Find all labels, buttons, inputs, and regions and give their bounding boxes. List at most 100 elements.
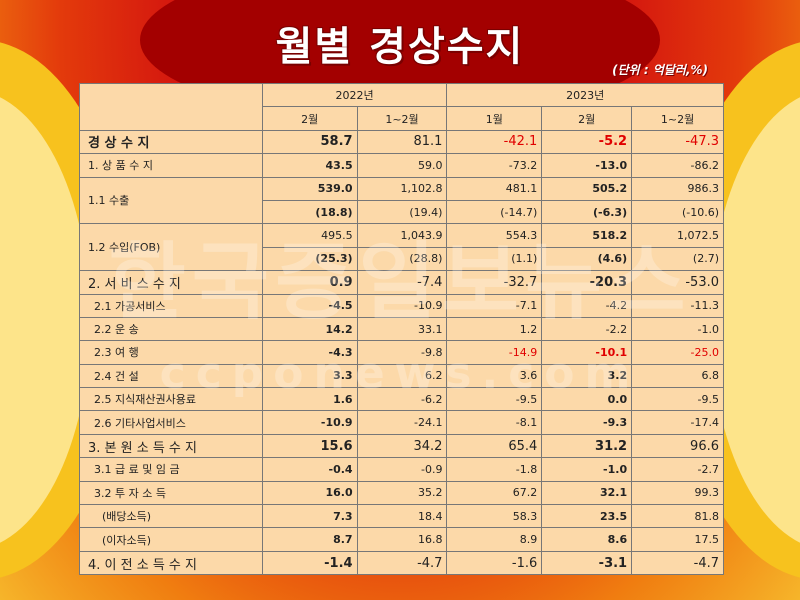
cell: -47.3	[631, 129, 724, 155]
cell: 16.0	[261, 480, 358, 506]
cell: 99.3	[631, 480, 724, 506]
cell: -4.7	[631, 550, 724, 576]
cell: -4.2	[541, 293, 633, 318]
cell: 96.6	[631, 433, 724, 459]
row-label: 2.5 지식재산권사용료	[79, 387, 263, 412]
header-2022: 2022년	[261, 82, 448, 108]
cell: -2.2	[541, 316, 633, 342]
table-row: 2.6 기타사업서비스 -10.9 -24.1 -8.1 -9.3 -17.4	[79, 410, 724, 435]
header-col: 1월	[446, 106, 543, 131]
header-col: 2월	[541, 106, 633, 131]
cell: -10.1	[541, 340, 633, 365]
cell: 35.2	[356, 480, 448, 506]
cell: 65.4	[446, 433, 543, 459]
cell: 31.2	[541, 433, 633, 459]
cell: 554.3	[446, 223, 543, 248]
cell: -25.0	[631, 340, 724, 365]
cell: -32.7	[446, 270, 543, 295]
table-row: 3.2 투 자 소 득 16.0 35.2 67.2 32.1 99.3	[79, 480, 724, 506]
row-label: (이자소득)	[79, 527, 263, 552]
cell: -1.6	[446, 550, 543, 576]
cell: 32.1	[541, 480, 633, 506]
table-row: (배당소득) 7.3 18.4 58.3 23.5 81.8	[79, 504, 724, 529]
row-label: 4. 이 전 소 득 수 지	[79, 550, 263, 576]
cell: -1.0	[631, 316, 724, 342]
row-label: 1.2 수입(FOB)	[79, 223, 263, 272]
cell: (-6.3)	[541, 199, 633, 225]
header-col: 2월	[261, 106, 358, 131]
cell: -9.5	[446, 387, 543, 412]
header-col: 1~2월	[631, 106, 724, 131]
table-row: 2. 서 비 스 수 지 0.9 -7.4 -32.7 -20.3 -53.0	[79, 270, 724, 295]
cell: -53.0	[631, 270, 724, 295]
cell: 16.8	[356, 527, 448, 552]
cell: -2.7	[631, 457, 724, 482]
table-row: 2.1 가공서비스 -4.5 -10.9 -7.1 -4.2 -11.3	[79, 293, 724, 318]
cell: (1.1)	[446, 246, 543, 272]
cell: 34.2	[356, 433, 448, 459]
cell: (-14.7)	[446, 199, 543, 225]
row-label: 2.4 건 설	[79, 363, 263, 389]
cell: 1.6	[261, 387, 358, 412]
cell: 58.7	[261, 129, 358, 155]
cell: -1.4	[261, 550, 358, 576]
cell: -7.1	[446, 293, 543, 318]
cell: -5.2	[541, 129, 633, 155]
header-corner	[79, 83, 263, 131]
current-account-table: 2022년 2023년 2월 1~2월 1월 2월 1~2월 경 상 수 지 5…	[79, 82, 724, 576]
unit-label: (단위 : 억달러,%)	[612, 63, 708, 77]
table-row: 3.1 급 료 및 임 금 -0.4 -0.9 -1.8 -1.0 -2.7	[79, 457, 724, 482]
row-label: (배당소득)	[79, 504, 263, 529]
row-label: 2.1 가공서비스	[79, 293, 263, 318]
cell: 8.6	[541, 527, 633, 552]
row-label: 3. 본 원 소 득 수 지	[79, 433, 263, 459]
table-row: 2.3 여 행 -4.3 -9.8 -14.9 -10.1 -25.0	[79, 340, 724, 365]
cell: 81.1	[356, 129, 448, 155]
row-label: 3.2 투 자 소 득	[79, 480, 263, 506]
header-2023: 2023년	[446, 82, 724, 108]
cell: -13.0	[541, 153, 633, 178]
cell: 58.3	[446, 504, 543, 529]
cell: -0.9	[356, 457, 448, 482]
table-row: (이자소득) 8.7 16.8 8.9 8.6 17.5	[79, 527, 724, 552]
cell: -3.1	[541, 550, 633, 576]
cell: (4.6)	[541, 246, 633, 272]
cell: 1,072.5	[631, 223, 724, 248]
cell: -1.8	[446, 457, 543, 482]
table-row: 2.2 운 송 14.2 33.1 1.2 -2.2 -1.0	[79, 316, 724, 342]
row-label: 경 상 수 지	[79, 129, 263, 155]
cell: 8.9	[446, 527, 543, 552]
cell: 18.4	[356, 504, 448, 529]
cell: 505.2	[541, 176, 633, 201]
table-row-sub: (25.3) (28.8) (1.1) (4.6) (2.7)	[80, 246, 724, 272]
row-label: 2. 서 비 스 수 지	[79, 270, 263, 295]
cell: -17.4	[631, 410, 724, 435]
cell: 0.9	[261, 270, 358, 295]
cell: 33.1	[356, 316, 448, 342]
table-row: 4. 이 전 소 득 수 지 -1.4 -4.7 -1.6 -3.1 -4.7	[79, 550, 724, 576]
row-label: 2.3 여 행	[79, 340, 263, 365]
cell: 986.3	[631, 176, 724, 201]
cell: (-10.6)	[631, 199, 724, 225]
cell: 1,102.8	[356, 176, 448, 201]
cell: -10.9	[356, 293, 448, 318]
cell: 8.7	[261, 527, 358, 552]
header-row-months: 2월 1~2월 1월 2월 1~2월	[80, 106, 724, 131]
cell: 43.5	[261, 153, 358, 178]
cell: 81.8	[631, 504, 724, 529]
row-label: 1.1 수출	[79, 176, 263, 225]
cell: 7.3	[261, 504, 358, 529]
row-label: 3.1 급 료 및 임 금	[79, 457, 263, 482]
cell: 481.1	[446, 176, 543, 201]
cell: -1.0	[541, 457, 633, 482]
cell: (2.7)	[631, 246, 724, 272]
cell: -4.3	[261, 340, 358, 365]
row-label: 1. 상 품 수 지	[79, 153, 263, 178]
cell: -14.9	[446, 340, 543, 365]
cell: 0.0	[541, 387, 633, 412]
row-label: 2.2 운 송	[79, 316, 263, 342]
cell: 518.2	[541, 223, 633, 248]
cell: -4.5	[261, 293, 358, 318]
cell: 17.5	[631, 527, 724, 552]
cell: 3.3	[261, 363, 358, 389]
